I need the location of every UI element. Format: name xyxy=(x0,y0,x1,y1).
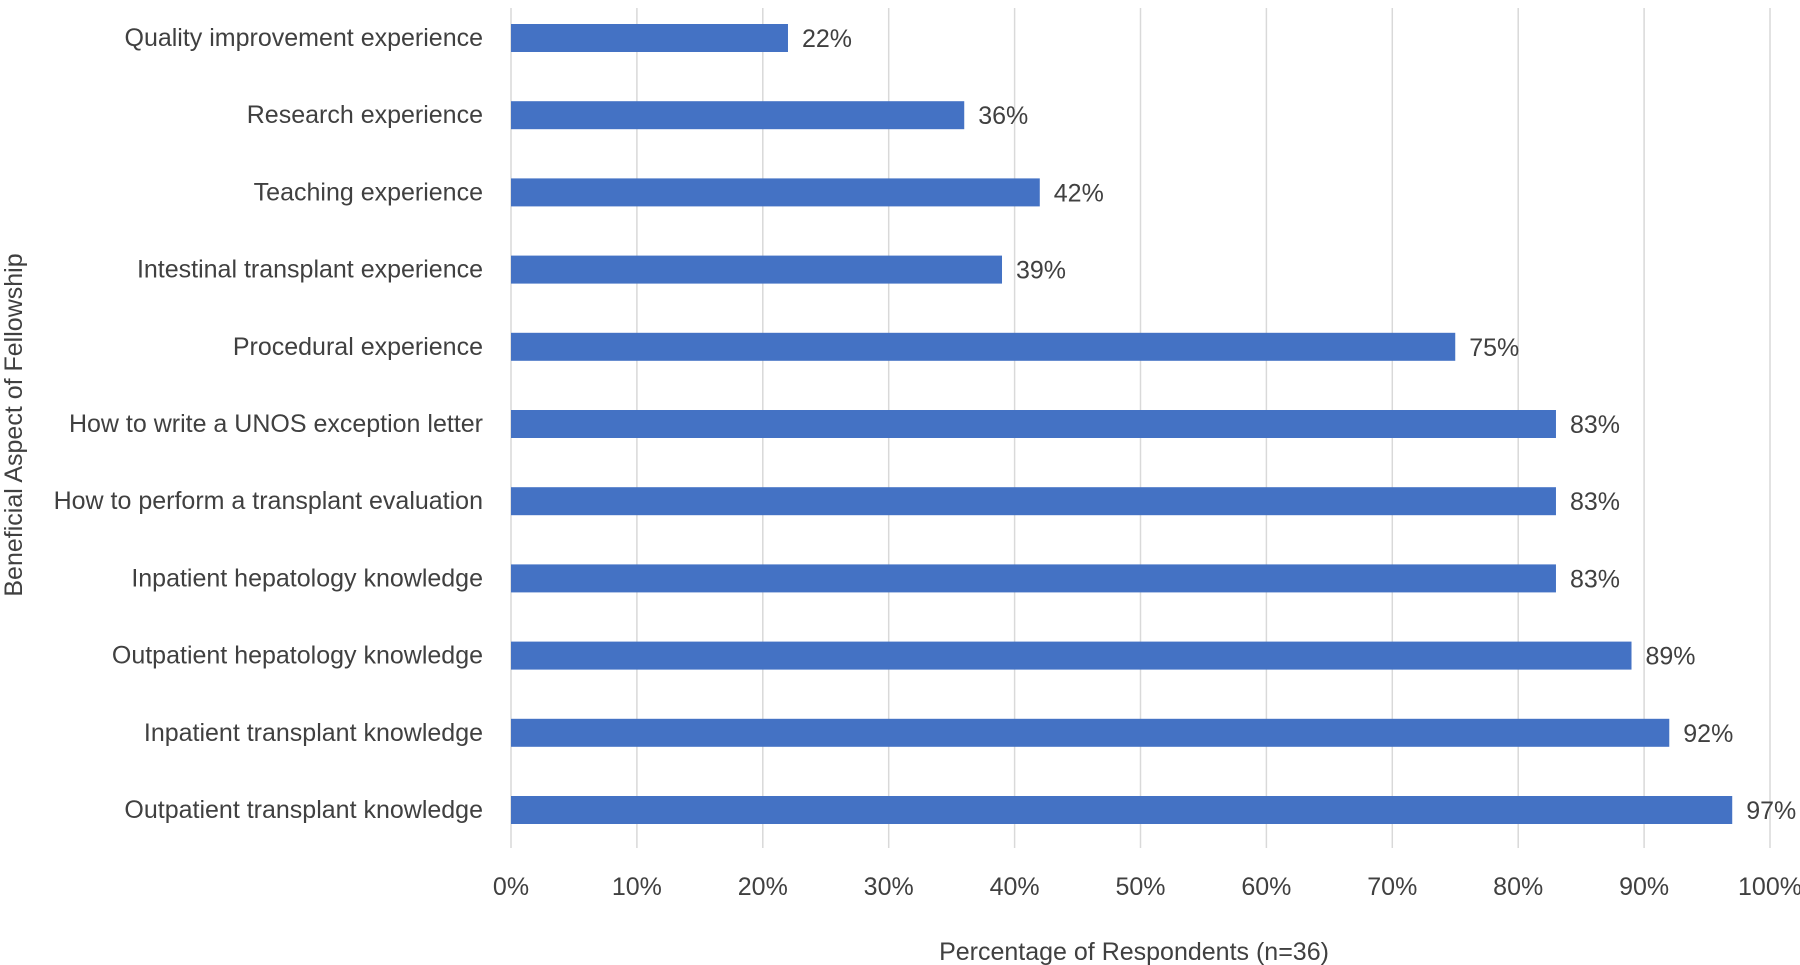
x-tick-label: 0% xyxy=(493,873,529,901)
category-label: Intestinal transplant experience xyxy=(137,256,483,284)
data-label: 89% xyxy=(1646,643,1696,671)
data-labels: 22% 36% 42% 39% 75% 83% 83% 83% 89% 92% 97% xyxy=(802,25,1796,825)
x-tick-label: 70% xyxy=(1367,873,1417,901)
bar xyxy=(511,796,1733,824)
x-tick-label: 10% xyxy=(612,873,662,901)
x-tick-label: 100% xyxy=(1738,873,1800,901)
category-label: Outpatient transplant knowledge xyxy=(124,796,483,824)
x-tick-label: 40% xyxy=(990,873,1040,901)
category-labels: Quality improvement experience Research e… xyxy=(54,24,483,824)
bar xyxy=(511,24,788,52)
category-label: Quality improvement experience xyxy=(125,24,484,52)
bar xyxy=(511,178,1040,207)
x-tick-label: 80% xyxy=(1493,873,1543,901)
bar xyxy=(511,332,1456,361)
category-label: Teaching experience xyxy=(254,178,483,206)
bar xyxy=(511,718,1670,747)
bar xyxy=(511,255,1003,284)
data-label: 36% xyxy=(978,102,1028,130)
data-label: 83% xyxy=(1570,565,1620,593)
data-label: 83% xyxy=(1570,411,1620,439)
x-axis-title: Percentage of Respondents (n=36) xyxy=(939,938,1329,965)
data-label: 83% xyxy=(1570,488,1620,516)
data-label: 75% xyxy=(1469,334,1519,362)
category-label: Procedural experience xyxy=(233,333,483,361)
category-label: Research experience xyxy=(247,101,483,129)
bar xyxy=(511,101,965,130)
bar xyxy=(511,641,1632,670)
category-label: How to perform a transplant evaluation xyxy=(54,487,483,515)
data-label: 92% xyxy=(1683,720,1733,748)
category-label: Inpatient hepatology knowledge xyxy=(131,564,483,592)
x-tick-label: 30% xyxy=(864,873,914,901)
category-label: Outpatient hepatology knowledge xyxy=(112,642,483,670)
bars xyxy=(511,24,1733,824)
data-label: 97% xyxy=(1746,797,1796,825)
x-tick-label: 60% xyxy=(1241,873,1291,901)
x-tick-label: 20% xyxy=(738,873,788,901)
x-tick-label: 50% xyxy=(1115,873,1165,901)
y-axis-title: Beneficial Aspect of Fellowship xyxy=(0,253,28,596)
x-tick-label: 90% xyxy=(1619,873,1669,901)
bar xyxy=(511,410,1556,438)
data-label: 42% xyxy=(1054,179,1104,207)
data-label: 22% xyxy=(802,25,852,53)
data-label: 39% xyxy=(1016,257,1066,285)
bar xyxy=(511,564,1556,593)
category-label: Inpatient transplant knowledge xyxy=(144,719,483,747)
bar xyxy=(511,487,1556,516)
x-tick-labels: 0% 10% 20% 30% 40% 50% 60% 70% 80% 90% 100% xyxy=(493,873,1800,901)
category-label: How to write a UNOS exception letter xyxy=(69,410,483,438)
